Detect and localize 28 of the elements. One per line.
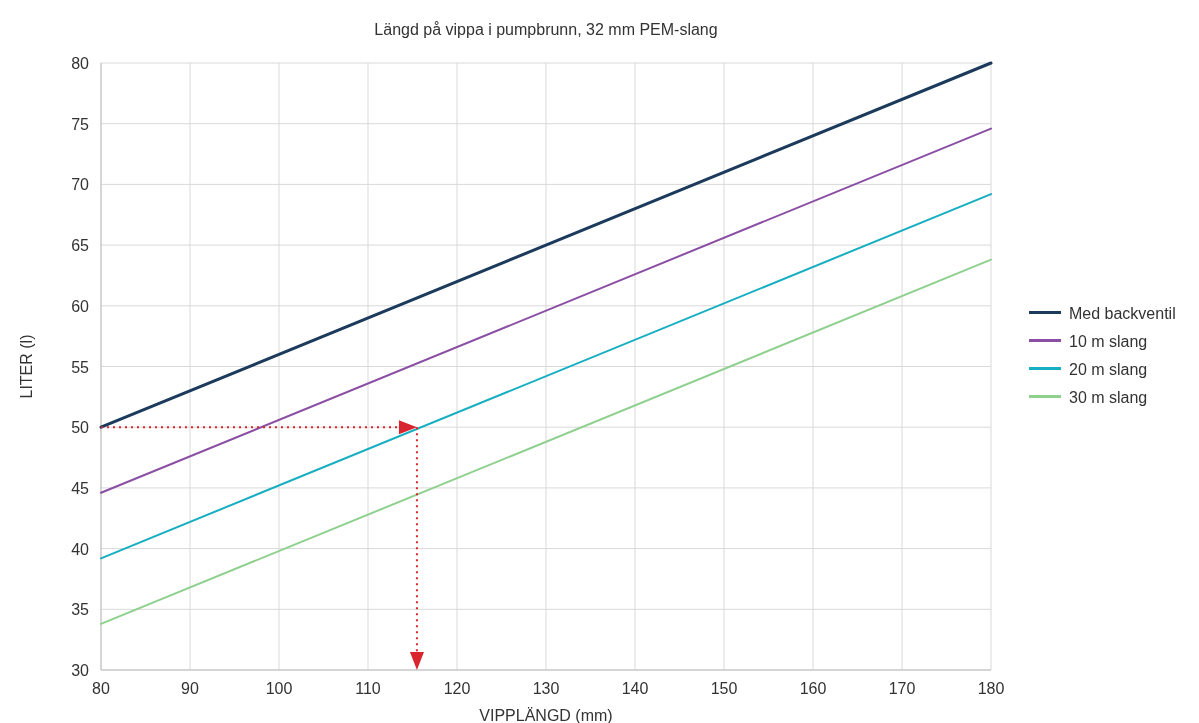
x-tick-label: 140 [621, 680, 649, 697]
legend-label: 10 m slang [1069, 332, 1148, 350]
x-tick-label: 170 [888, 680, 916, 697]
legend-label: 30 m slang [1069, 388, 1148, 406]
y-tick-label: 35 [71, 601, 90, 619]
x-tick-label: 180 [977, 680, 1005, 697]
x-tick-label: 100 [265, 680, 293, 697]
legend-label: 20 m slang [1069, 360, 1148, 378]
y-tick-label: 50 [71, 419, 90, 437]
x-tick-label: 90 [181, 680, 199, 697]
legend-label: Med backventil [1069, 304, 1176, 322]
y-tick-label: 45 [71, 479, 90, 497]
x-tick-label: 110 [355, 680, 381, 697]
x-tick-label: 80 [92, 680, 110, 697]
x-tick-label: 130 [532, 680, 560, 697]
x-tick-label: 120 [443, 680, 471, 697]
y-tick-label: 80 [71, 55, 90, 72]
chart-title: Längd på vippa i pumpbrunn, 32 mm PEM-slang [374, 21, 718, 38]
y-tick-label: 30 [71, 662, 90, 679]
y-tick-label: 65 [71, 237, 90, 255]
y-tick-label: 70 [71, 176, 90, 194]
x-tick-label: 150 [710, 680, 738, 697]
y-tick-label: 60 [71, 297, 90, 315]
y-tick-label: 40 [71, 540, 90, 558]
x-tick-label: 160 [799, 680, 827, 697]
y-axis-title: LITER (l) [18, 334, 35, 399]
y-tick-label: 55 [71, 358, 90, 376]
y-tick-label: 75 [71, 115, 90, 133]
